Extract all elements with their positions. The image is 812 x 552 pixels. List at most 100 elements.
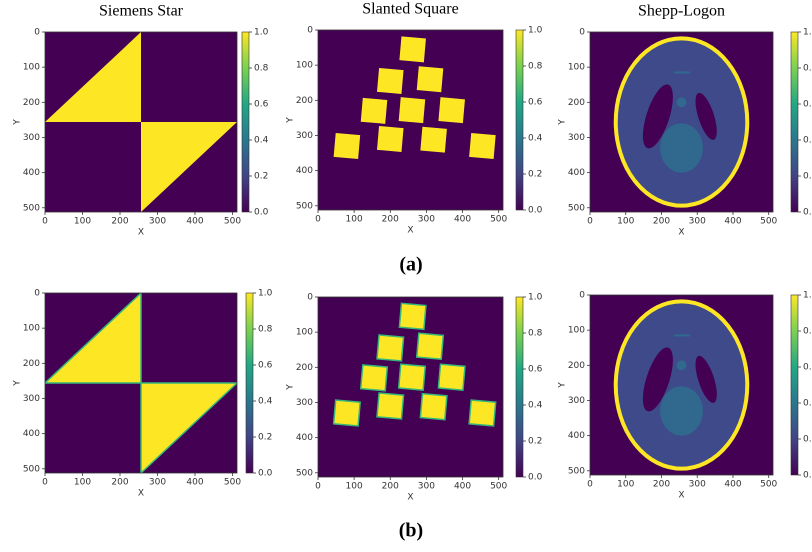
colorbar-tick-label: 0.4 — [528, 401, 543, 411]
y-tick-label: 500 — [296, 201, 313, 211]
panel-label: (b) — [399, 520, 423, 542]
y-axis-label: Y — [558, 382, 568, 389]
y-tick-label: 300 — [23, 394, 40, 404]
colorbar — [516, 297, 523, 477]
colorbar-tick-label: 0.2 — [254, 172, 268, 182]
x-axis-label: X — [407, 226, 413, 236]
x-tick-label: 500 — [490, 215, 507, 225]
x-tick-label: 400 — [454, 482, 471, 492]
colorbar-tick-label: 0.4 — [803, 399, 812, 409]
colorbar-tick-label: 0.8 — [803, 327, 812, 337]
shape — [361, 365, 388, 391]
x-tick-label: 300 — [149, 217, 166, 227]
shape — [420, 127, 447, 153]
x-tick-label: 100 — [617, 480, 634, 490]
panel-title: Siemens Star — [99, 3, 184, 20]
colorbar-tick-label: 0.6 — [803, 100, 812, 110]
x-tick-label: 100 — [346, 482, 363, 492]
y-tick-label: 200 — [296, 363, 313, 373]
x-tick-label: 0 — [42, 217, 48, 227]
shape — [334, 133, 361, 159]
shape — [616, 301, 748, 468]
x-tick-label: 0 — [42, 478, 48, 488]
colorbar-tick-label: 0.0 — [803, 471, 812, 481]
y-tick-label: 200 — [23, 98, 40, 108]
colorbar — [516, 30, 523, 210]
y-tick-label: 500 — [568, 466, 585, 476]
y-tick-label: 500 — [568, 203, 585, 213]
image — [45, 32, 237, 212]
image — [590, 32, 773, 212]
colorbar-tick-label: 1.0 — [254, 28, 269, 38]
y-tick-label: 100 — [296, 328, 313, 338]
y-tick-label: 300 — [568, 133, 585, 143]
x-tick-label: 400 — [724, 217, 741, 227]
x-tick-label: 0 — [587, 480, 593, 490]
y-axis-label: Y — [286, 384, 296, 391]
y-tick-label: 400 — [23, 429, 40, 439]
image — [45, 293, 237, 473]
y-tick-label: 300 — [296, 398, 313, 408]
y-tick-label: 200 — [568, 98, 585, 108]
colorbar-tick-label: 0.6 — [528, 365, 543, 375]
colorbar-tick-label: 0.8 — [528, 62, 543, 72]
y-tick-label: 200 — [296, 96, 313, 106]
colorbar-tick-label: 0.6 — [803, 363, 812, 373]
colorbar-tick-label: 0.6 — [258, 361, 273, 371]
y-tick-label: 500 — [23, 464, 40, 474]
x-axis-label: X — [678, 491, 684, 501]
x-tick-label: 500 — [760, 217, 777, 227]
y-tick-label: 300 — [568, 396, 585, 406]
x-axis-label: X — [678, 228, 684, 238]
shape — [438, 364, 465, 390]
colorbar-tick-label: 1.0 — [528, 26, 543, 36]
shape — [399, 97, 426, 123]
shape — [616, 38, 748, 205]
x-tick-label: 400 — [724, 480, 741, 490]
shape — [399, 36, 426, 62]
figure: (a) (b) 01002003004005000100200300400500… — [0, 0, 812, 552]
y-tick-label: 0 — [579, 28, 585, 38]
image — [318, 30, 503, 210]
shape — [676, 97, 686, 107]
shape — [377, 393, 404, 419]
colorbar-tick-label: 0.2 — [528, 170, 542, 180]
colorbar-tick-label: 0.6 — [528, 98, 543, 108]
x-tick-label: 100 — [74, 478, 91, 488]
y-tick-label: 100 — [23, 324, 40, 334]
image — [318, 297, 503, 477]
y-tick-label: 400 — [568, 168, 585, 178]
x-tick-label: 500 — [490, 482, 507, 492]
x-tick-label: 100 — [346, 215, 363, 225]
x-tick-label: 500 — [224, 217, 241, 227]
panel-label: (a) — [399, 254, 422, 276]
colorbar-tick-label: 1.0 — [258, 289, 273, 299]
x-axis-label: X — [407, 493, 413, 503]
y-axis-label: Y — [13, 119, 23, 126]
y-tick-label: 400 — [568, 431, 585, 441]
x-tick-label: 300 — [689, 480, 706, 490]
x-tick-label: 300 — [149, 478, 166, 488]
colorbar — [246, 293, 253, 473]
y-axis-label: Y — [13, 380, 23, 387]
shape — [674, 334, 690, 336]
shape — [469, 400, 496, 426]
y-tick-label: 300 — [296, 131, 313, 141]
x-tick-label: 200 — [653, 217, 670, 227]
shape — [377, 335, 404, 361]
y-tick-label: 0 — [307, 26, 313, 36]
shape — [417, 66, 444, 92]
colorbar-tick-label: 0.8 — [803, 64, 812, 74]
y-tick-label: 200 — [23, 359, 40, 369]
y-tick-label: 0 — [34, 28, 40, 38]
x-tick-label: 300 — [689, 217, 706, 227]
colorbar — [242, 32, 249, 212]
colorbar-tick-label: 0.8 — [254, 64, 269, 74]
shape — [399, 364, 426, 390]
panel-title: Slanted Square — [362, 1, 458, 18]
x-tick-label: 300 — [418, 482, 435, 492]
x-tick-label: 200 — [111, 478, 128, 488]
colorbar-tick-label: 0.2 — [803, 172, 812, 182]
colorbar-tick-label: 0.4 — [803, 136, 812, 146]
y-tick-label: 100 — [568, 326, 585, 336]
